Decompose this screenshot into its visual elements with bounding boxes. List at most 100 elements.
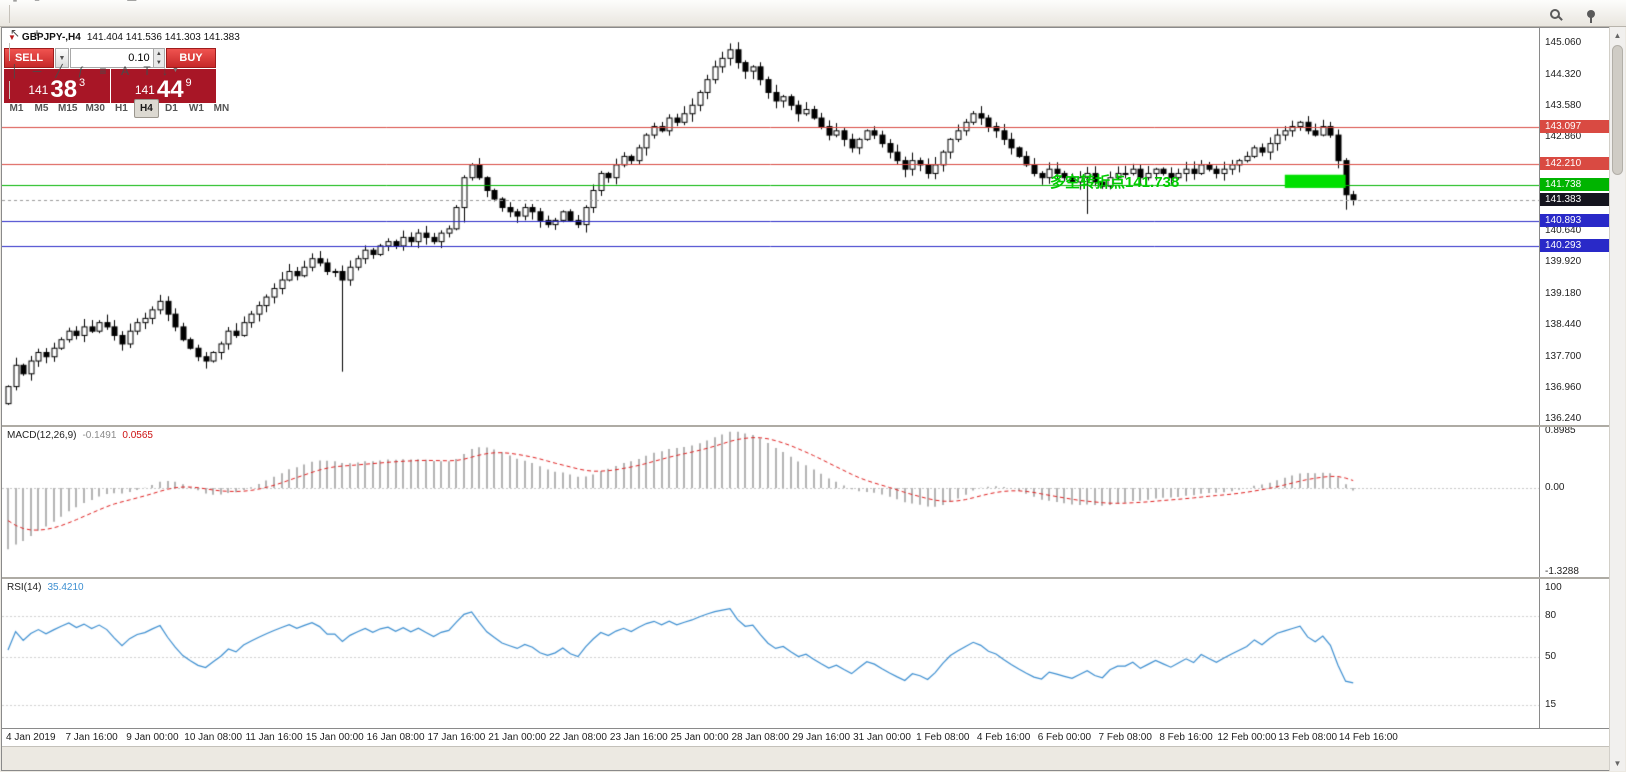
toolbar-separator bbox=[9, 80, 10, 99]
scrollbar-thumb[interactable] bbox=[1612, 45, 1623, 175]
volume-stepper: ▲ ▼ bbox=[152, 49, 164, 67]
timeframe-m1-button[interactable]: M1 bbox=[9, 102, 24, 114]
macd-name: MACD(12,26,9) bbox=[7, 430, 77, 441]
vertical-line-icon: │ bbox=[11, 63, 19, 78]
buy-price-tile[interactable]: 141 44 9 bbox=[110, 69, 216, 103]
toolbar-separator bbox=[9, 42, 10, 61]
buy-button[interactable]: BUY bbox=[166, 48, 216, 68]
timeframe-w1-button[interactable]: W1 bbox=[188, 102, 204, 114]
scale-label: 50 bbox=[1545, 651, 1557, 662]
rsi-canvas[interactable] bbox=[2, 579, 1539, 727]
toolbar: ▤单▦▧≣▶自动交易↦↠⊟⊕⊖⊞∥▮~+▼◔▼▨▼↖+│─╱ƒ≡AT↓▼M1M5… bbox=[0, 0, 1626, 118]
text-label-button[interactable]: T bbox=[136, 61, 158, 81]
timeframe-m15-button[interactable]: M15 bbox=[58, 102, 78, 114]
sell-button[interactable]: SELL bbox=[4, 48, 54, 68]
objects-list-button[interactable]: ≡ bbox=[92, 61, 114, 81]
level-price-tag: 140.893 bbox=[1540, 213, 1609, 227]
macd-canvas[interactable] bbox=[2, 427, 1539, 577]
candle-chart-icon: ▮ bbox=[34, 0, 41, 1]
scale-label: 144.320 bbox=[1545, 68, 1582, 80]
panel-divider[interactable] bbox=[2, 577, 1609, 579]
volume-up-button[interactable]: ▲ bbox=[152, 49, 164, 58]
time-axis[interactable]: 4 Jan 2019 7 Jan 16:00 9 Jan 00:00 10 Jan 0… bbox=[2, 728, 1609, 746]
scale-label: 80 bbox=[1545, 609, 1557, 621]
time-axis-label: 31 Jan 00:00 bbox=[853, 732, 911, 743]
scale-label: 0.00 bbox=[1545, 482, 1565, 493]
scale-label: 0.8985 bbox=[1545, 424, 1576, 436]
template-button[interactable]: ▨▼ bbox=[122, 0, 152, 5]
search-button[interactable] bbox=[1544, 4, 1566, 24]
crosshair-icon: + bbox=[33, 25, 41, 40]
rsi-value: 35.4210 bbox=[47, 582, 84, 593]
price-chart-canvas[interactable] bbox=[2, 28, 1539, 425]
time-axis-label: 15 Jan 00:00 bbox=[305, 732, 364, 743]
toolbar-buttons: ▤单▦▧≣▶自动交易↦↠⊟⊕⊖⊞∥▮~+▼◔▼▨▼↖+│─╱ƒ≡AT↓▼M1M5… bbox=[4, 0, 234, 118]
scale-label: 137.700 bbox=[1545, 350, 1582, 362]
time-axis-label: 9 Jan 00:00 bbox=[126, 732, 179, 743]
add-indicator-button[interactable]: +▼ bbox=[70, 0, 96, 5]
time-axis-label: 23 Jan 16:00 bbox=[609, 732, 668, 743]
fibonacci-button[interactable]: ƒ bbox=[70, 61, 92, 81]
bid-point: 3 bbox=[79, 77, 86, 89]
time-axis-label: 4 Jan 2019 bbox=[6, 732, 56, 743]
line-chart-button[interactable]: ~ bbox=[48, 0, 70, 5]
volume-dropdown-button[interactable]: ▼ bbox=[55, 48, 69, 68]
scale-label: 136.240 bbox=[1545, 412, 1582, 424]
time-axis-label: 4 Feb 16:00 bbox=[976, 732, 1031, 743]
cursor-button[interactable]: ↖ bbox=[4, 23, 26, 43]
timeframe-m30-button[interactable]: M30 bbox=[85, 102, 105, 114]
trendline-button[interactable]: ╱ bbox=[48, 61, 70, 81]
toolbar-right bbox=[1544, 0, 1602, 27]
timeframe-m5-button[interactable]: M5 bbox=[34, 102, 49, 114]
crosshair-button[interactable]: + bbox=[26, 23, 48, 43]
pin-button[interactable] bbox=[1580, 4, 1602, 24]
timeframe-h4-button[interactable]: H4 bbox=[133, 98, 159, 118]
scale-label: 143.580 bbox=[1545, 100, 1582, 112]
current-price-tag: 141.383 bbox=[1540, 192, 1609, 206]
bar-chart-button[interactable]: ∥ bbox=[4, 0, 26, 5]
horizontal-line-icon: ─ bbox=[32, 63, 42, 78]
panel-divider[interactable] bbox=[2, 425, 1609, 427]
period-button[interactable]: ◔▼ bbox=[96, 0, 122, 5]
text-button[interactable]: A bbox=[114, 61, 136, 81]
time-axis-label: 12 Feb 00:00 bbox=[1217, 732, 1277, 743]
timeframe-h1-button[interactable]: H1 bbox=[115, 102, 128, 114]
trade-panel-toggle-icon[interactable]: ▼ bbox=[8, 32, 16, 42]
timeframe-d1-button[interactable]: D1 bbox=[165, 102, 178, 114]
rsi-indicator-label: RSI(14) 35.4210 bbox=[7, 582, 84, 593]
arrows-dropdown-icon: ▼ bbox=[172, 67, 179, 74]
vertical-scrollbar[interactable]: ▲ ▼ bbox=[1609, 27, 1625, 771]
ask-point: 9 bbox=[185, 77, 192, 89]
candle-chart-button[interactable]: ▮ bbox=[26, 0, 48, 5]
symbol-info: ▼ GBPJPY-,H4 141.404 141.536 141.303 141… bbox=[8, 32, 240, 43]
macd-indicator-label: MACD(12,26,9) -0.1491 0.0565 bbox=[7, 430, 153, 441]
scroll-up-arrow[interactable]: ▲ bbox=[1613, 30, 1622, 40]
scale-label: 100 bbox=[1545, 582, 1562, 593]
scale-label: 136.960 bbox=[1545, 382, 1582, 394]
time-axis-label: 11 Jan 16:00 bbox=[245, 732, 303, 743]
bar-chart-icon: ∥ bbox=[12, 0, 18, 1]
chart-window: ▼ GBPJPY-,H4 141.404 141.536 141.303 141… bbox=[1, 27, 1609, 771]
arrows-icon: ↓ bbox=[162, 63, 168, 78]
vertical-line-button[interactable]: │ bbox=[4, 61, 26, 81]
price-scale[interactable]: 145.060144.320143.580142.860142.120141.4… bbox=[1539, 28, 1609, 728]
volume-input[interactable] bbox=[71, 49, 153, 67]
fibonacci-icon: ƒ bbox=[77, 63, 85, 78]
sell-price-tile[interactable]: 141 38 3 bbox=[4, 69, 110, 103]
time-axis-label: 7 Feb 08:00 bbox=[1098, 732, 1152, 743]
scroll-down-arrow[interactable]: ▼ bbox=[1613, 758, 1622, 768]
add-indicator-icon: + bbox=[74, 0, 81, 1]
scale-label: -1.3288 bbox=[1545, 566, 1579, 578]
scale-label: 138.440 bbox=[1545, 319, 1582, 331]
pivot-annotation: 多空转折点141.738 bbox=[1050, 174, 1180, 191]
cursor-icon: ↖ bbox=[9, 25, 21, 40]
volume-down-button[interactable]: ▼ bbox=[152, 58, 164, 67]
template-icon: ▨ bbox=[126, 0, 137, 1]
timeframe-mn-button[interactable]: MN bbox=[213, 102, 230, 114]
objects-list-icon: ≡ bbox=[99, 63, 107, 78]
search-icon bbox=[1550, 8, 1560, 19]
arrows-button[interactable]: ↓ ▼ bbox=[158, 61, 183, 81]
scale-label: 145.060 bbox=[1545, 37, 1582, 48]
horizontal-line-button[interactable]: ─ bbox=[26, 61, 48, 81]
